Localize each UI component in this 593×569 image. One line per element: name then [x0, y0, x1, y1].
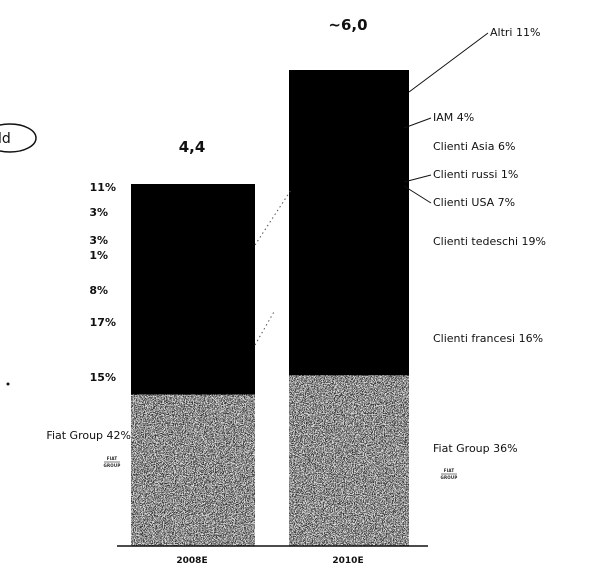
- bar-2010E-iam: [289, 122, 409, 142]
- total-2008: 4,4: [179, 138, 206, 156]
- leader-usa: [403, 185, 432, 204]
- bar-2008E-iam: [131, 223, 255, 236]
- connector-top: [254, 189, 292, 246]
- label-2010-russi: Clienti russi 1%: [433, 168, 518, 181]
- label-2010-asia: Clienti Asia 6%: [433, 140, 515, 153]
- label-2010-altri: Altri 11%: [490, 26, 540, 39]
- bar-2008E-clienti-russi: [131, 245, 255, 250]
- bar-2010E-fiat-group-texture: [289, 374, 409, 546]
- bar-2008E-clienti-francesi: [131, 339, 255, 395]
- label-2008-francesi: 15%: [90, 371, 116, 384]
- bar-2008E-fiat-group-texture: [131, 393, 255, 546]
- labels-2010: Altri 11% IAM 4% Clienti Asia 6% Clienti…: [433, 26, 546, 455]
- label-2008-iam: 3%: [89, 206, 108, 219]
- bar-2008E-clienti-usa: [131, 249, 255, 279]
- fiat-logo-2010-line1: FIAT: [444, 468, 455, 473]
- bar-2010E-altri: [289, 70, 409, 123]
- label-2010-francesi: Clienti francesi 16%: [433, 332, 543, 345]
- bar-2010E-clienti-tedeschi: [289, 208, 409, 300]
- leader-lines: [403, 32, 489, 204]
- left-edge-dot: [6, 382, 10, 386]
- connector-mid: [254, 309, 276, 346]
- label-2008-tedeschi: 17%: [90, 316, 116, 329]
- label-2008-russi: 1%: [89, 249, 108, 262]
- leader-altri: [408, 32, 489, 93]
- connector-lines: [254, 189, 292, 346]
- fiat-logo-2008-line1: FIAT: [107, 456, 118, 461]
- label-2008-usa: 8%: [89, 284, 108, 297]
- fiat-logo-2010: FIAT GROUP: [441, 468, 458, 480]
- label-2008-altri: 11%: [90, 181, 116, 194]
- bar-2008E-clienti-asia: [131, 234, 255, 247]
- x-tick-2010: 2010E: [332, 556, 363, 566]
- bars-group: [131, 70, 409, 547]
- labels-2008: 11% 3% 3% 1% 8% 17% 15% Fiat Group 42%: [46, 181, 131, 442]
- leader-russi: [403, 174, 432, 183]
- total-2010: ~6,0: [328, 16, 367, 34]
- bar-2010E-clienti-asia: [289, 141, 409, 171]
- fiat-logo-2010-line2: GROUP: [441, 475, 458, 480]
- fiat-logo-2008: FIAT GROUP: [104, 456, 121, 468]
- bar-2010E-clienti-russi: [289, 169, 409, 176]
- label-2010-tedeschi: Clienti tedeschi 19%: [433, 235, 546, 248]
- label-2010-iam: IAM 4%: [433, 111, 474, 124]
- x-tick-2008: 2008E: [176, 556, 207, 566]
- label-2008-asia: 3%: [89, 234, 108, 247]
- bar-2008E-altri: [131, 184, 255, 225]
- label-2008-fiat: Fiat Group 42%: [46, 429, 131, 442]
- fiat-logo-2008-line2: GROUP: [104, 463, 121, 468]
- bar-2008E-clienti-tedeschi: [131, 278, 255, 341]
- left-edge-callout-text: ld: [0, 131, 11, 147]
- leader-iam: [403, 117, 432, 129]
- label-2010-fiat: Fiat Group 36%: [433, 442, 518, 455]
- bar-2010E-clienti-francesi: [289, 298, 409, 376]
- left-edge-callout-oval: [0, 123, 37, 153]
- label-2010-usa: Clienti USA 7%: [433, 196, 515, 209]
- bar-2010E-clienti-usa: [289, 174, 409, 209]
